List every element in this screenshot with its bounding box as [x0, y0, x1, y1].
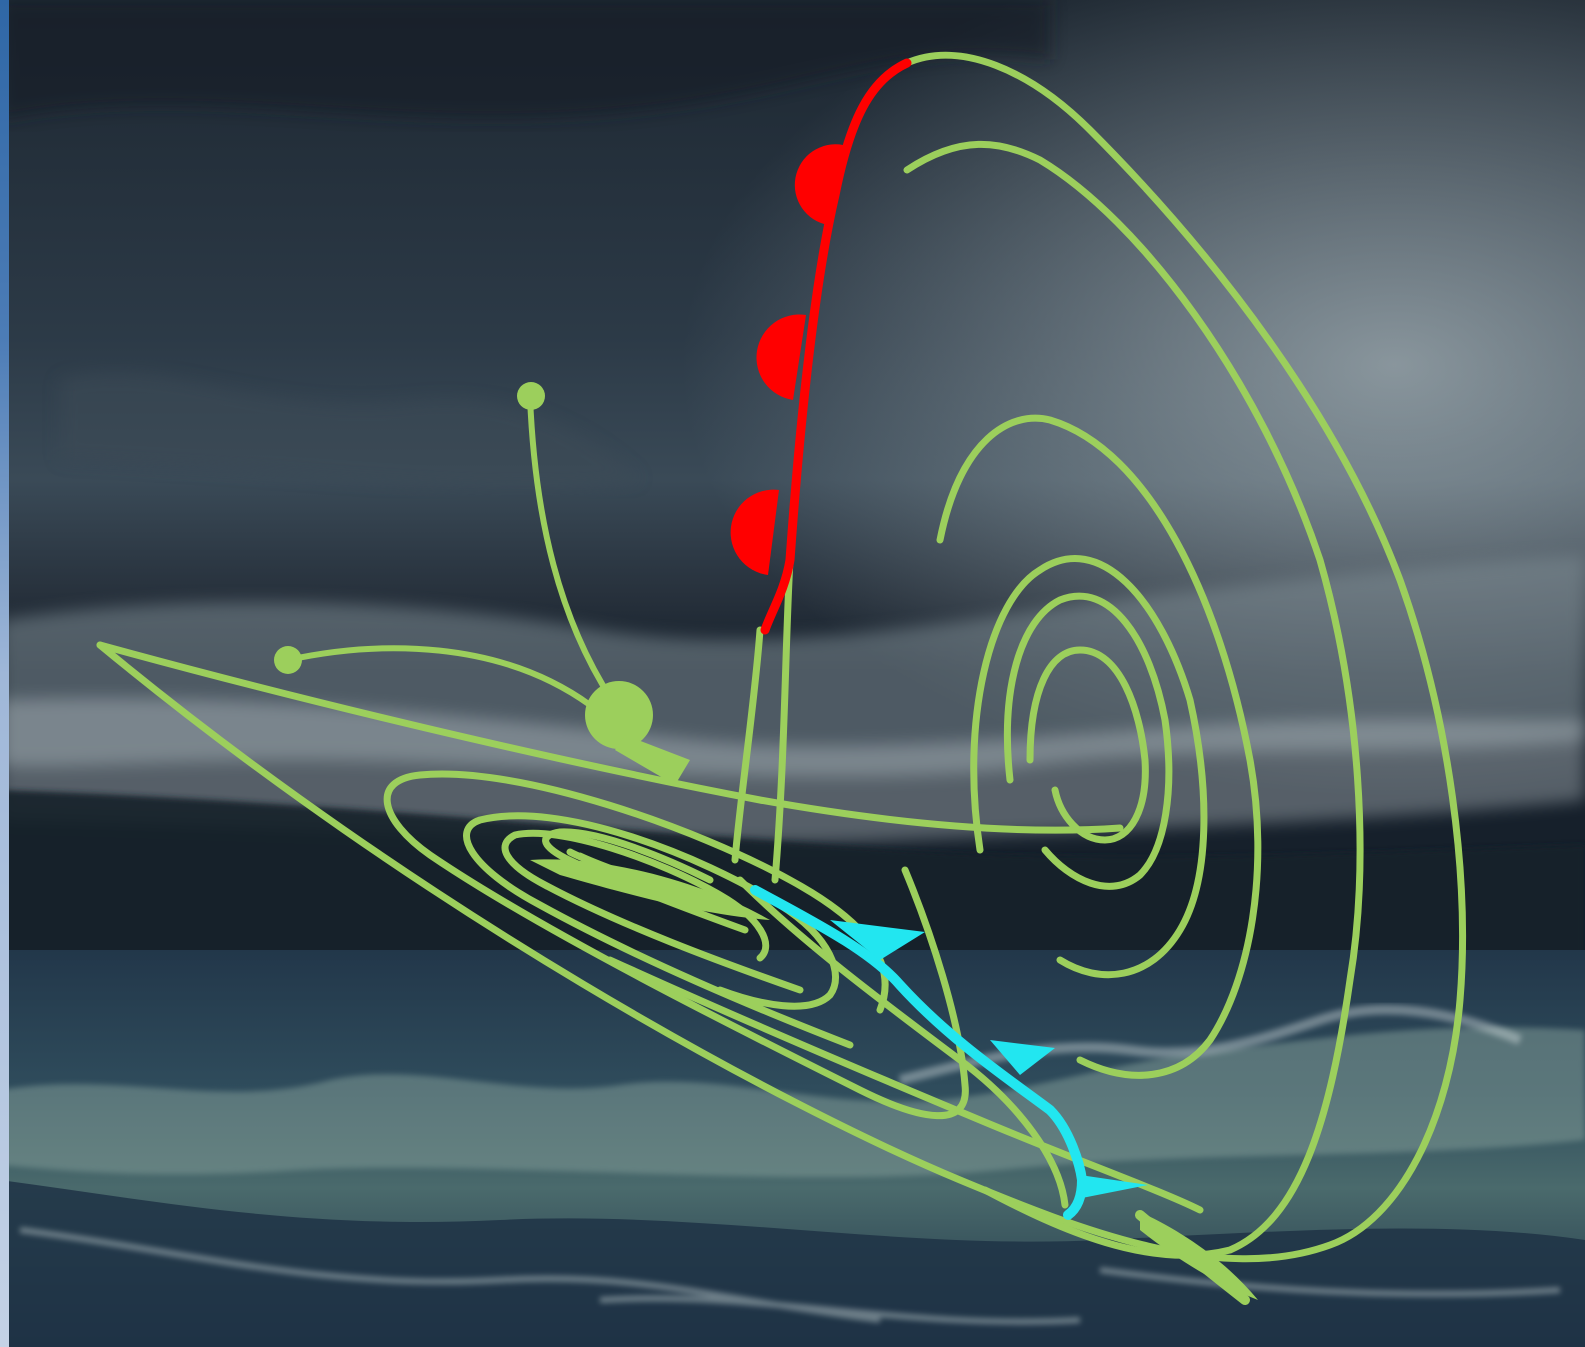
- left-edge-strip: [0, 0, 9, 1347]
- attractor-tail: [1140, 1212, 1258, 1300]
- warm-front-icon: [730, 58, 912, 635]
- butterfly-icon: [274, 382, 690, 785]
- attractor-lobe: [530, 859, 770, 920]
- cold-front-icon: [750, 885, 1148, 1220]
